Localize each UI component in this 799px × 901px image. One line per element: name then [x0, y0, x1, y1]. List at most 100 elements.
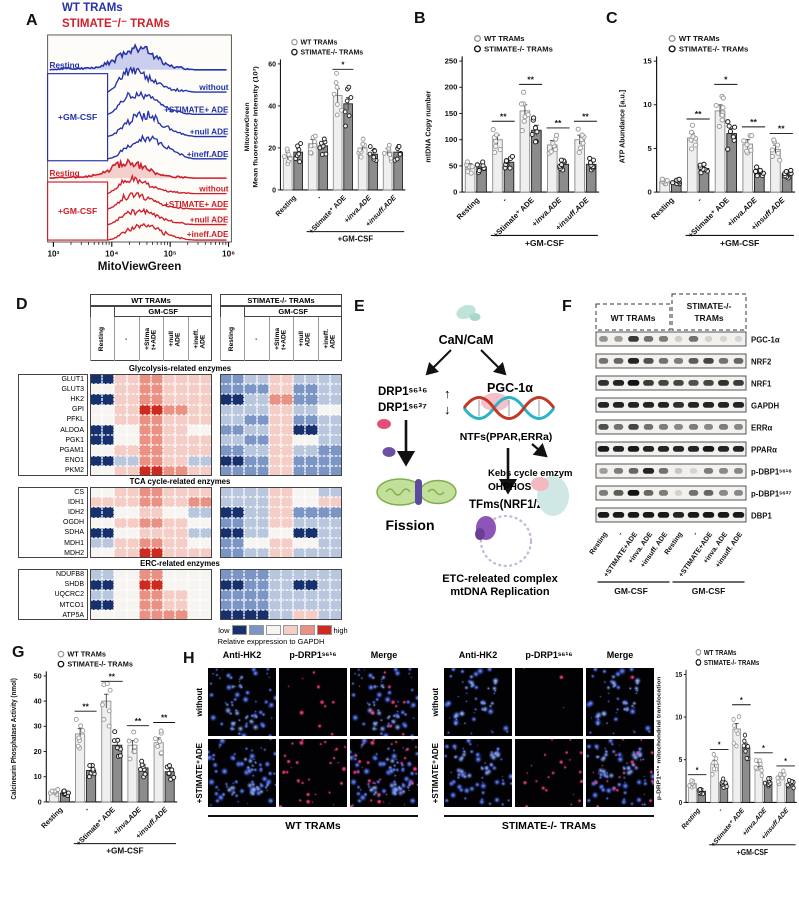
svg-text:Calcineurin Phosphatase Activi: Calcineurin Phosphatase Activity (nmol): [11, 678, 18, 799]
heatmap-cell: [138, 425, 151, 436]
svg-text:Resting: Resting: [39, 805, 64, 830]
svg-text:DBP1: DBP1: [751, 512, 772, 521]
heatmap-cell: [102, 548, 115, 559]
heatmap-cell: [187, 384, 200, 395]
svg-text:0: 0: [453, 188, 457, 197]
heatmap-row-label: ALDOA: [60, 426, 84, 434]
heatmap-cell: [199, 487, 212, 498]
heatmap-cell: [102, 600, 115, 611]
heatmap-cell: [102, 435, 115, 446]
svg-text:+STIMATE+ ADE: +STIMATE+ ADE: [164, 200, 229, 209]
heatmap-cell: [102, 497, 115, 508]
heatmap-cell: [199, 517, 212, 528]
heatmap-cell: [244, 384, 257, 395]
svg-text:40: 40: [268, 102, 276, 110]
svg-text:200: 200: [445, 83, 458, 92]
mitochondrion-right: [419, 479, 457, 505]
heatmap-col-label: Resting: [220, 317, 244, 361]
legend-swatch: [316, 625, 332, 636]
heatmap-row-label: PGK1: [65, 436, 84, 444]
svg-text:Resting: Resting: [50, 169, 80, 178]
heatmap-cell: [293, 507, 306, 518]
if-micrograph: [208, 739, 276, 807]
heatmap-cell: [232, 497, 245, 508]
heatmap-cell: [163, 579, 176, 590]
heatmap-cell: [151, 455, 164, 466]
heatmap-cell: [187, 487, 200, 498]
heatmap-cell: [114, 435, 127, 446]
heatmap-cell: [90, 414, 103, 425]
node-drp1-s616: DRP1ˢ⁶¹⁶: [378, 386, 427, 398]
heatmap-cell: [244, 414, 257, 425]
heatmap-cell: [317, 600, 330, 611]
heatmap-cell: [175, 425, 188, 436]
svg-text:5: 5: [647, 144, 652, 153]
heatmap-cell: [114, 374, 127, 385]
heatmap-cell: [329, 445, 342, 456]
heatmap-cell: [138, 600, 151, 611]
heatmap-cell: [90, 445, 103, 456]
if-image: [586, 739, 654, 807]
heatmap-cell: [268, 465, 281, 476]
svg-text:0: 0: [679, 799, 683, 807]
heatmap-cell: [305, 425, 318, 436]
heatmap-cell: [256, 589, 269, 600]
heatmap-cell: [151, 465, 164, 476]
heatmap-cell: [305, 404, 318, 415]
heatmap-cell: [293, 527, 306, 538]
heatmap-cell: [293, 517, 306, 528]
heatmap-cell: [220, 569, 233, 580]
heatmap-cell: [163, 455, 176, 466]
heatmap-cell: [256, 425, 269, 436]
heatmap-cell: [163, 517, 176, 528]
svg-text:-: -: [83, 805, 92, 813]
heatmap-cell: [102, 414, 115, 425]
heatmap-cell: [268, 548, 281, 559]
heatmap-cell: [199, 374, 212, 385]
heatmap-cell: [126, 548, 139, 559]
svg-text:STIMATE-/- TRAMs: STIMATE-/- TRAMs: [301, 49, 364, 57]
heatmap-cell: [220, 497, 233, 508]
heatmap-cell: [126, 414, 139, 425]
heatmap-cell: [317, 445, 330, 456]
if-col-header: p-DRP1ˢ⁶¹⁶: [525, 650, 573, 660]
heatmap-cell: [175, 610, 188, 621]
heatmap-cell: [305, 517, 318, 528]
heatmap-cell: [151, 507, 164, 518]
heatmap-cell: [187, 394, 200, 405]
heatmap-cell: [126, 404, 139, 415]
legend-low: low: [218, 625, 230, 635]
heatmap-cell: [90, 374, 103, 385]
heatmap-cell: [175, 455, 188, 466]
heatmap-cell: [281, 497, 294, 508]
heatmap-cell: [114, 507, 127, 518]
heatmap-enzymes: WT TRAMs GM-CSF Resting - +Stima t+ADE +null …: [14, 294, 348, 648]
label-kebs-cycle: Kebs cycle emzymes: [488, 468, 573, 479]
heatmap-cell: [293, 497, 306, 508]
svg-text:PGC-1α: PGC-1α: [751, 336, 780, 345]
heatmap-cell: [232, 394, 245, 405]
heatmap-cell: [305, 538, 318, 549]
svg-text:ERRα: ERRα: [751, 424, 772, 433]
node-fission: Fission: [385, 517, 434, 533]
svg-text:0: 0: [647, 188, 651, 197]
heatmap-cell: [114, 610, 127, 621]
heatmap-cell: [232, 425, 245, 436]
svg-text:-: -: [695, 195, 704, 203]
heatmap-col-label: -: [244, 317, 268, 361]
heatmap-cell: [305, 579, 318, 590]
heatmap-cell: [187, 507, 200, 518]
svg-text:15: 15: [675, 671, 682, 679]
heatmap-cell: [268, 455, 281, 466]
key-wt-trams: WT TRAMs: [62, 2, 123, 14]
heatmap-row-label: NDUFB8: [55, 570, 84, 578]
svg-text:+Stimate⁺ ADE: +Stimate⁺ ADE: [307, 194, 348, 236]
heatmap-cell: [187, 414, 200, 425]
heatmap-cell: [232, 527, 245, 538]
heatmap-cell: [244, 538, 257, 549]
heatmap-cell: [244, 445, 257, 456]
heatmap-cell: [138, 455, 151, 466]
heatmap-cell: [151, 404, 164, 415]
svg-text:50: 50: [449, 161, 458, 170]
heatmap-cell: [329, 538, 342, 549]
